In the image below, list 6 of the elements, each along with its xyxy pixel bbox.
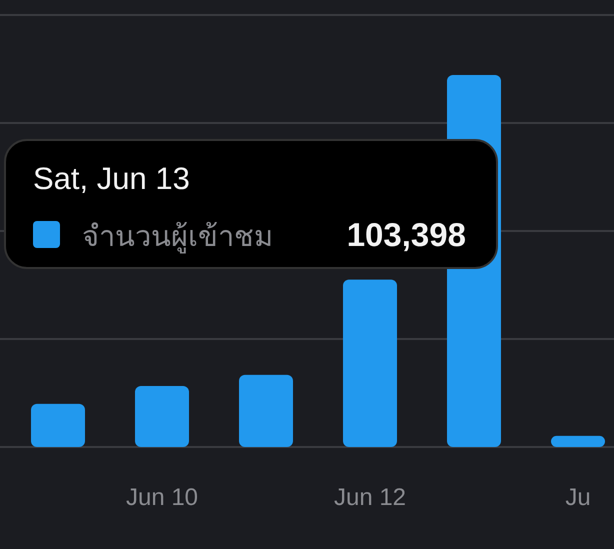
annotation: Sat, Jun 13: [33, 161, 190, 196]
legend-label: จำนวนผู้เข้าชม: [82, 221, 273, 254]
x-tick-label: Jun 12: [334, 484, 406, 511]
annotation: 103,398: [346, 216, 466, 253]
x-tick-label: Ju: [565, 484, 591, 511]
x-tick-label: Jun 10: [126, 484, 198, 511]
